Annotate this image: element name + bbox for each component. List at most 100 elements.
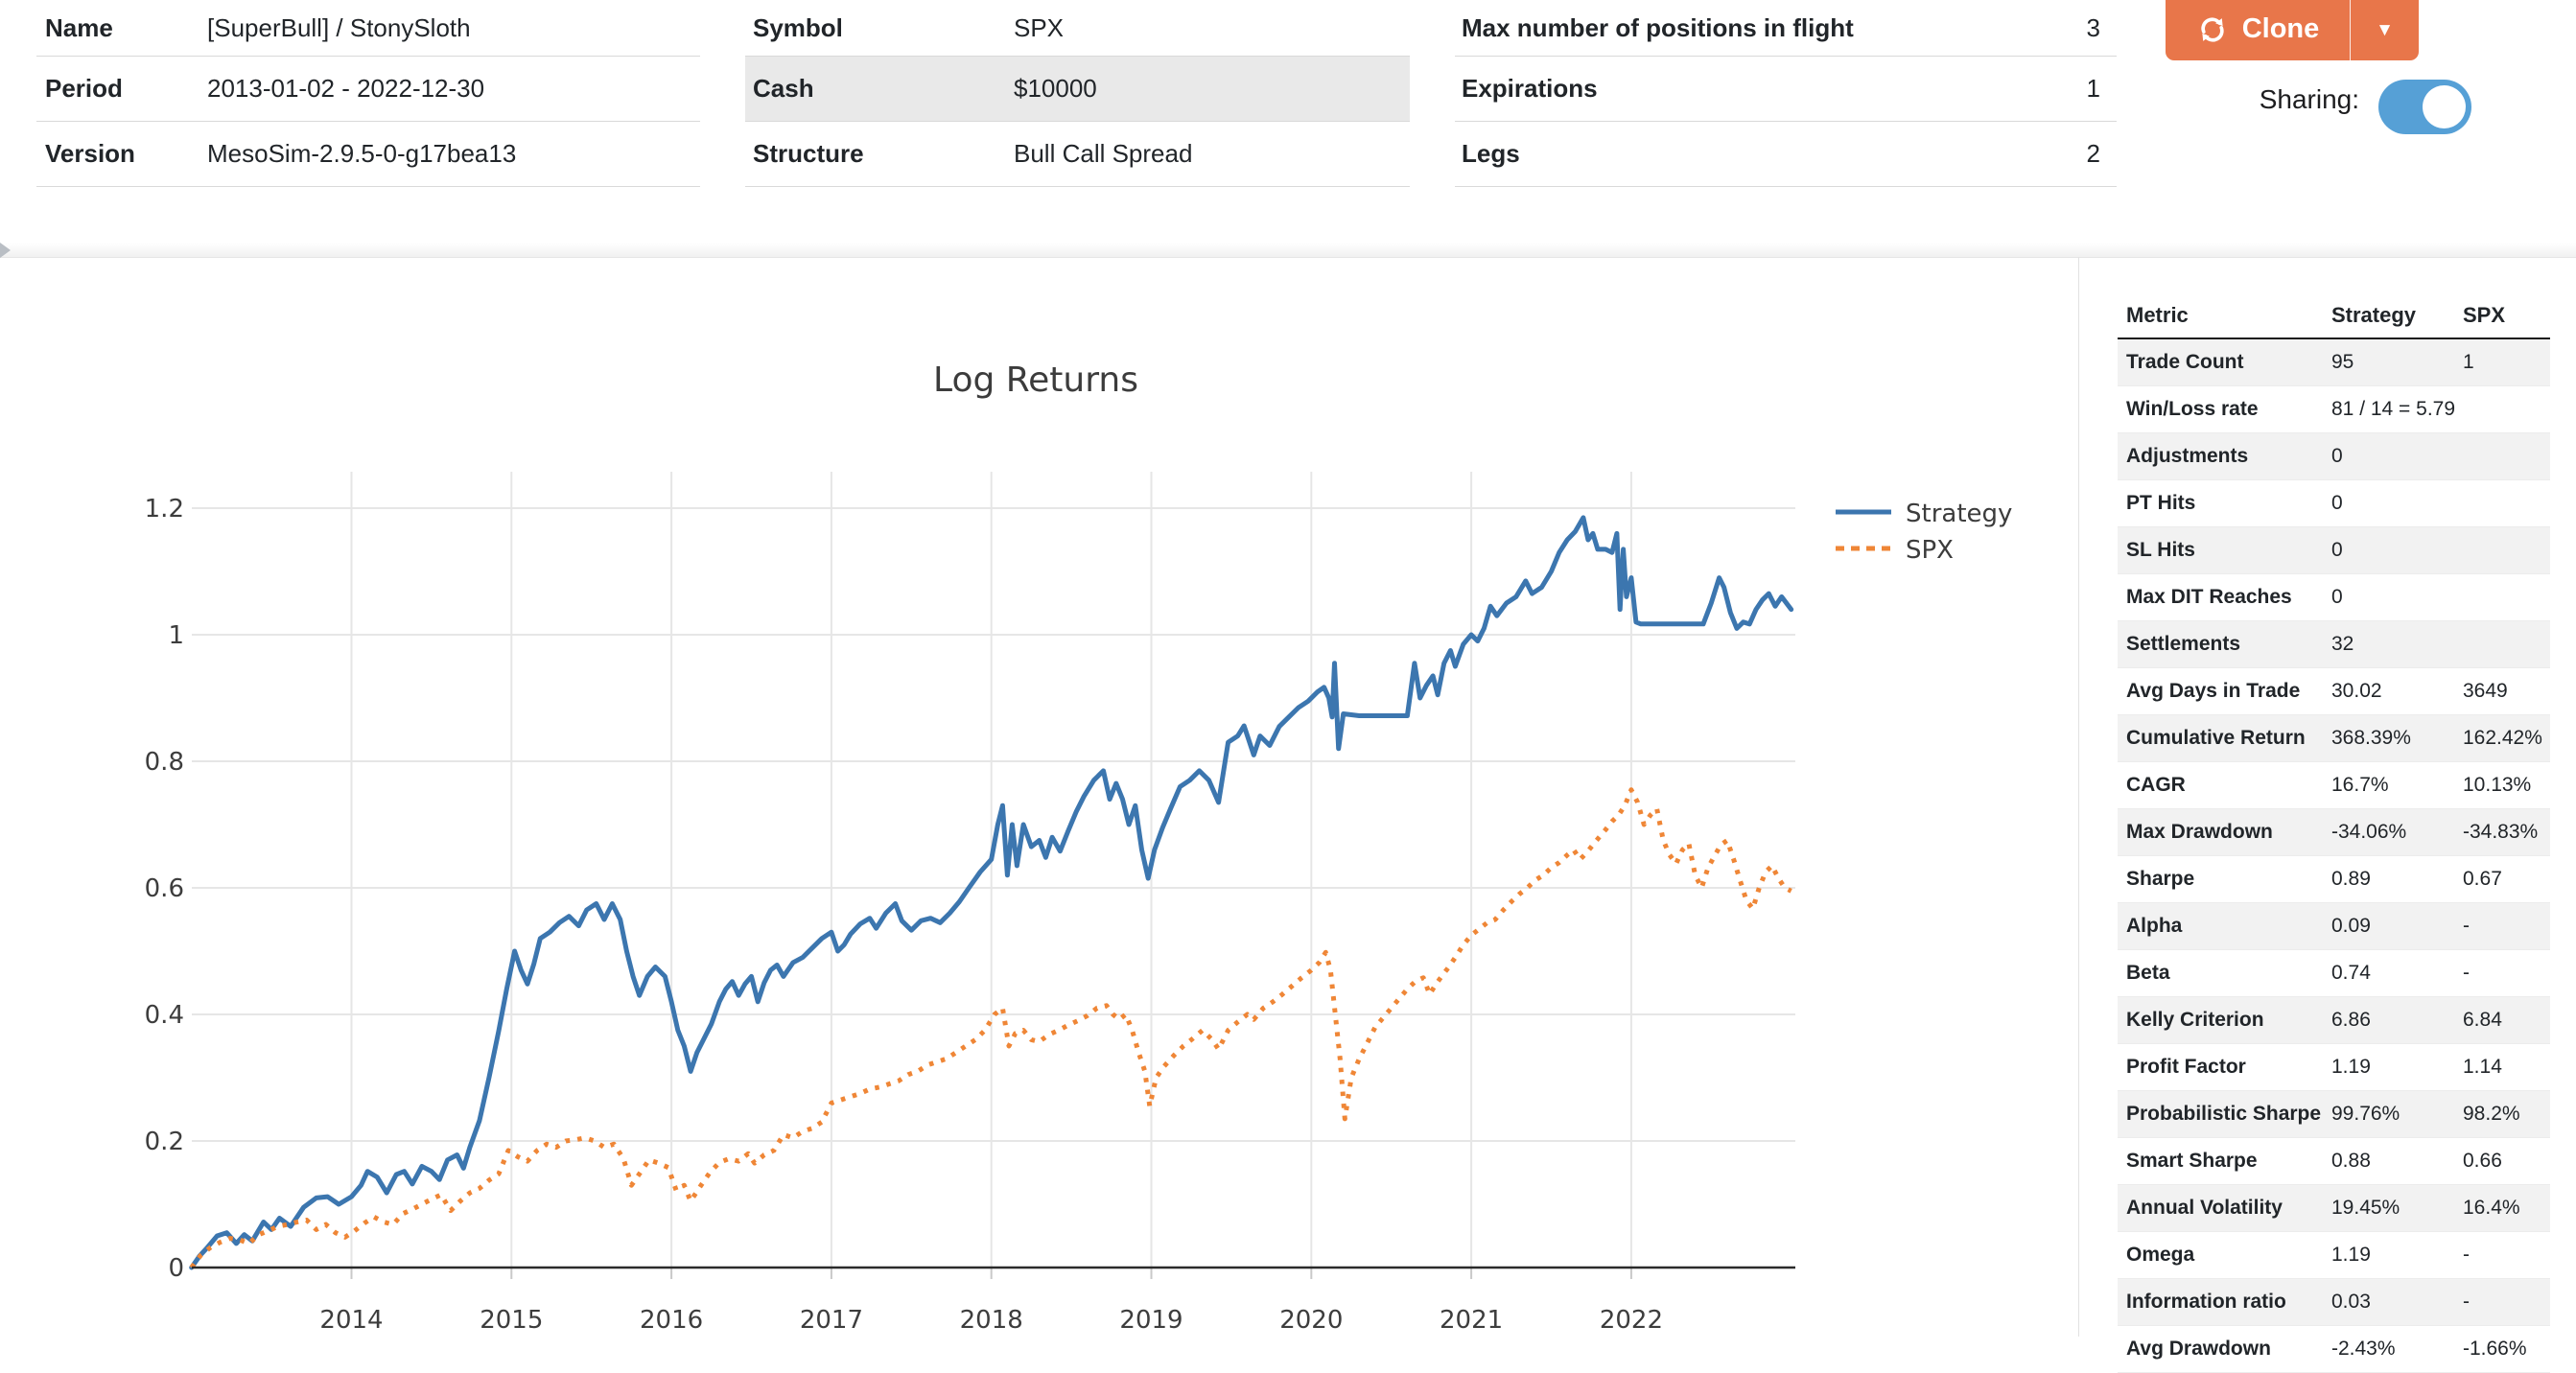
metric-spx-value: 3649 <box>2463 680 2508 702</box>
name-label: Name <box>45 12 113 42</box>
svg-text:2021: 2021 <box>1440 1306 1503 1335</box>
metric-name: Adjustments <box>2126 445 2249 467</box>
metric-name: Win/Loss rate <box>2126 398 2259 420</box>
cash-label: Cash <box>753 74 814 103</box>
metric-name: Sharpe <box>2126 868 2195 890</box>
version-row: Version MesoSim-2.9.5-0-g17bea13 <box>36 122 700 187</box>
svg-text:2022: 2022 <box>1600 1306 1663 1335</box>
metric-strategy-value: 16.7% <box>2331 774 2389 796</box>
structure-value: Bull Call Spread <box>1014 139 1193 168</box>
name-value: [SuperBull] / StonySloth <box>207 12 471 42</box>
legend-spx-label: SPX <box>1906 536 1954 565</box>
period-value: 2013-01-02 - 2022-12-30 <box>207 74 485 103</box>
chart-x-tick-labels: 2014 2015 2016 2017 2018 2019 2020 2021 2022 <box>319 1306 1663 1335</box>
expirations-row: Expirations 1 <box>1455 57 2117 122</box>
legend-strategy-label: Strategy <box>1906 500 2012 528</box>
chart-series <box>189 515 1794 1270</box>
sharing-label: Sharing: <box>2259 84 2359 114</box>
metric-name: CAGR <box>2126 774 2186 796</box>
name-row: Name [SuperBull] / StonySloth <box>36 0 700 57</box>
metrics-row-information-ratio: Information ratio 0.03 - <box>2118 1279 2550 1326</box>
metric-strategy-value: 0 <box>2331 586 2343 608</box>
metric-name: Max Drawdown <box>2126 821 2273 843</box>
metric-spx-value: - <box>2463 1244 2470 1266</box>
sharing-toggle[interactable] <box>2378 80 2471 134</box>
metric-spx-value: -34.83% <box>2463 821 2539 843</box>
metric-strategy-value: 1.19 <box>2331 1244 2371 1266</box>
metric-strategy-value: 99.76% <box>2331 1103 2400 1125</box>
metric-spx-value: 98.2% <box>2463 1103 2520 1125</box>
metric-name: Avg Drawdown <box>2126 1338 2271 1360</box>
metrics-row-pt-hits: PT Hits 0 <box>2118 480 2550 527</box>
clone-dropdown-toggle[interactable]: ▼ <box>2351 0 2419 60</box>
period-row: Period 2013-01-02 - 2022-12-30 <box>36 57 700 122</box>
svg-text:0.6: 0.6 <box>145 874 184 903</box>
sidebar-expand-icon[interactable] <box>0 243 11 258</box>
metric-strategy-value: 0.09 <box>2331 915 2371 937</box>
metric-strategy-value: 0.89 <box>2331 868 2371 890</box>
clone-button-label: Clone <box>2241 13 2320 44</box>
clone-button[interactable]: Clone ▼ <box>2166 0 2419 60</box>
cash-row: Cash $10000 <box>745 57 1410 122</box>
metric-name: Alpha <box>2126 915 2183 937</box>
max-positions-label: Max number of positions in flight <box>1462 12 1854 42</box>
metric-spx-value: 1 <box>2463 351 2474 373</box>
svg-text:2019: 2019 <box>1119 1306 1183 1335</box>
metric-strategy-value: 0.74 <box>2331 962 2371 984</box>
metrics-row-sl-hits: SL Hits 0 <box>2118 527 2550 574</box>
svg-text:2016: 2016 <box>640 1306 703 1335</box>
metric-strategy-value: 0.88 <box>2331 1150 2371 1172</box>
svg-text:0.2: 0.2 <box>145 1128 184 1156</box>
svg-text:2020: 2020 <box>1279 1306 1343 1335</box>
metric-strategy-value: -34.06% <box>2331 821 2407 843</box>
metric-strategy-value: -2.43% <box>2331 1338 2396 1360</box>
metrics-row-profit-factor: Profit Factor 1.19 1.14 <box>2118 1044 2550 1091</box>
metrics-row-settlements: Settlements 32 <box>2118 621 2550 668</box>
metric-name: Avg Days in Trade <box>2126 680 2301 702</box>
metrics-col-strategy: Strategy <box>2331 302 2417 327</box>
version-value: MesoSim-2.9.5-0-g17bea13 <box>207 139 517 168</box>
metric-strategy-value: 95 <box>2331 351 2354 373</box>
series-strategy <box>189 515 1794 1270</box>
metric-name: Omega <box>2126 1244 2195 1266</box>
metric-strategy-value: 19.45% <box>2331 1197 2400 1219</box>
metrics-row-alpha: Alpha 0.09 - <box>2118 903 2550 950</box>
metrics-row-sharpe: Sharpe 0.89 0.67 <box>2118 856 2550 903</box>
metric-strategy-value: 0 <box>2331 539 2343 561</box>
svg-text:1: 1 <box>168 621 184 650</box>
metric-strategy-value: 81 / 14 = 5.79 <box>2331 398 2456 420</box>
metrics-row-smart-sharpe: Smart Sharpe 0.88 0.66 <box>2118 1138 2550 1185</box>
sharing-toggle-knob <box>2423 85 2466 128</box>
chevron-down-icon: ▼ <box>2376 19 2394 40</box>
metric-name: Smart Sharpe <box>2126 1150 2258 1172</box>
metrics-row-omega: Omega 1.19 - <box>2118 1232 2550 1279</box>
metrics-row-avg-days-in-trade: Avg Days in Trade 30.02 3649 <box>2118 668 2550 715</box>
svg-text:2015: 2015 <box>480 1306 543 1335</box>
metric-spx-value: 1.14 <box>2463 1056 2502 1078</box>
metric-spx-value: 162.42% <box>2463 727 2542 749</box>
svg-text:0.8: 0.8 <box>145 748 184 777</box>
chart-y-tick-labels: 0 0.2 0.4 0.6 0.8 1 1.2 <box>145 495 184 1283</box>
header-info-middle: Symbol SPX Cash $10000 Structure Bull Ca… <box>745 0 1410 187</box>
metrics-col-spx: SPX <box>2463 302 2506 327</box>
metric-name: Information ratio <box>2126 1291 2286 1313</box>
chart-title: Log Returns <box>933 361 1138 400</box>
metric-spx-value: 0.67 <box>2463 868 2502 890</box>
max-positions-row: Max number of positions in flight 3 <box>1455 0 2117 57</box>
chart-legend: Strategy SPX <box>1836 500 2012 565</box>
expirations-label: Expirations <box>1462 74 1598 103</box>
header-divider <box>0 243 2576 258</box>
metrics-panel: Metric Strategy SPX Trade Count 95 1 Win/Lo… <box>2078 257 2576 1373</box>
metric-strategy-value: 0.03 <box>2331 1291 2371 1313</box>
metrics-col-metric: Metric <box>2126 302 2189 327</box>
symbol-row: Symbol SPX <box>745 0 1410 57</box>
svg-text:0.4: 0.4 <box>145 1001 184 1030</box>
metric-spx-value: -1.66% <box>2463 1338 2527 1360</box>
clone-button-main[interactable]: Clone <box>2166 0 2351 60</box>
metric-name: Kelly Criterion <box>2126 1009 2264 1031</box>
legs-value: 2 <box>2086 139 2100 168</box>
max-positions-value: 3 <box>2086 12 2100 42</box>
structure-row: Structure Bull Call Spread <box>745 122 1410 187</box>
metrics-row-probabilistic-sharpe: Probabilistic Sharpe 99.76% 98.2% <box>2118 1091 2550 1138</box>
log-returns-chart: 2014 2015 2016 2017 2018 2019 2020 2021 2022 0 0.… <box>145 361 2013 1335</box>
